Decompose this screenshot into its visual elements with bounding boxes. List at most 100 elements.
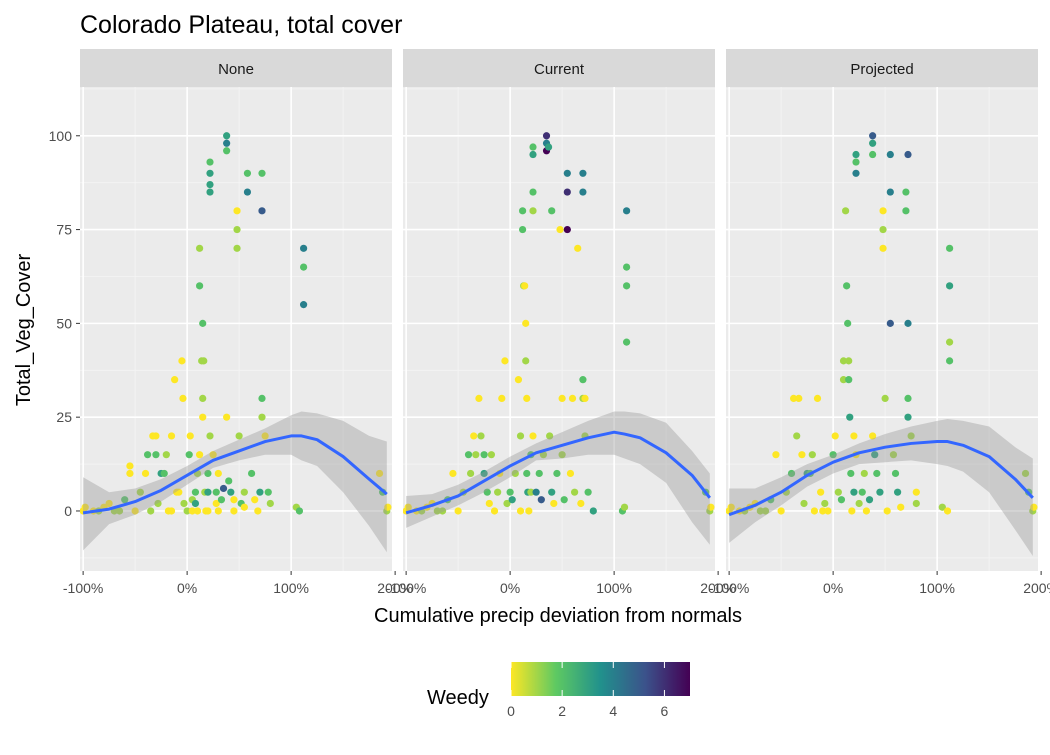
data-point [623,282,631,290]
data-point [522,357,530,365]
data-point [516,432,525,440]
data-point [902,207,910,215]
data-point [223,132,231,140]
data-point [464,451,473,459]
data-point [483,488,491,496]
data-point [787,469,796,478]
data-point [519,207,527,215]
data-point [261,432,269,440]
data-point [824,507,832,515]
data-point [553,469,561,478]
data-point [527,488,535,496]
data-point [183,507,191,515]
data-point [223,147,231,155]
data-point [790,394,798,403]
data-point [943,507,952,515]
data-point [839,376,848,384]
data-point [795,394,803,403]
data-point [258,413,266,421]
data-point [485,499,493,508]
data-point [227,488,235,496]
data-point [539,451,548,459]
data-point [889,451,898,459]
data-point [514,376,523,384]
data-point [225,477,233,485]
data-point [1030,503,1038,511]
data-point [258,207,266,215]
data-point [266,499,274,508]
data-point [855,499,863,508]
data-point [480,469,488,478]
data-point [519,225,527,234]
data-point [141,469,150,478]
data-point [869,150,877,159]
x-axis-title: Cumulative precip deviation from normals [374,605,742,627]
data-point [300,301,308,309]
data-point [761,507,770,515]
data-point [579,169,587,177]
data-point [154,499,162,508]
data-point [115,507,124,515]
data-point [579,376,587,384]
data-point [185,451,193,459]
data-point [946,357,954,365]
data-point [160,469,168,478]
data-point [537,496,545,504]
data-point [839,357,848,365]
x-tick-label: -100% [63,580,103,596]
data-point [912,488,920,496]
data-point [233,244,241,252]
x-axis: -100% 0% 100% 200% [63,571,413,596]
data-point [727,503,735,511]
data-point [487,451,495,459]
data-point [542,132,551,140]
data-point [894,488,902,496]
data-point [214,507,222,515]
x-tick-label: 0% [500,580,520,596]
legend-tick-label: 4 [609,703,617,719]
data-point [938,503,946,511]
data-point [178,357,186,365]
data-point [550,499,558,508]
data-point [852,158,860,166]
data-point [886,319,894,327]
legend-tick-label: 2 [558,703,566,719]
data-point [904,150,912,159]
data-point [819,507,827,515]
x-axis: -100% 0% 100% 200% [709,571,1050,596]
y-axis-title: Total_Veg_Cover [13,254,35,407]
data-point [529,188,537,196]
data-point [556,225,564,234]
data-point [756,507,764,515]
data-point [563,188,571,196]
data-point [503,499,511,508]
data-point [206,158,214,166]
data-point [404,503,412,511]
data-point [433,507,441,515]
data-point [251,496,259,504]
facet-panels: None -100% 0% 100% 200% Current -100% 0% 100% 200… [63,49,1050,596]
data-point [907,432,915,440]
data-point [508,496,516,504]
facet-panel-projected: Projected -100% 0% 100% 200% [709,49,1050,596]
x-tick-label: 100% [919,580,955,596]
data-point [817,488,825,496]
data-point [558,451,566,459]
data-point [223,139,231,147]
data-point [846,413,854,421]
data-point [233,225,241,234]
data-point [171,376,179,384]
data-point [558,394,566,403]
gridlines [80,87,396,571]
data-point [454,507,462,515]
x-axis: -100% 0% 100% 200% [386,571,736,596]
data-point [834,488,842,496]
data-point [206,169,214,177]
data-point [235,432,243,440]
panel-background [80,87,392,571]
data-point [240,488,248,496]
data-point [230,496,238,504]
data-point [581,394,589,403]
data-point [847,469,855,478]
data-point [623,263,631,271]
